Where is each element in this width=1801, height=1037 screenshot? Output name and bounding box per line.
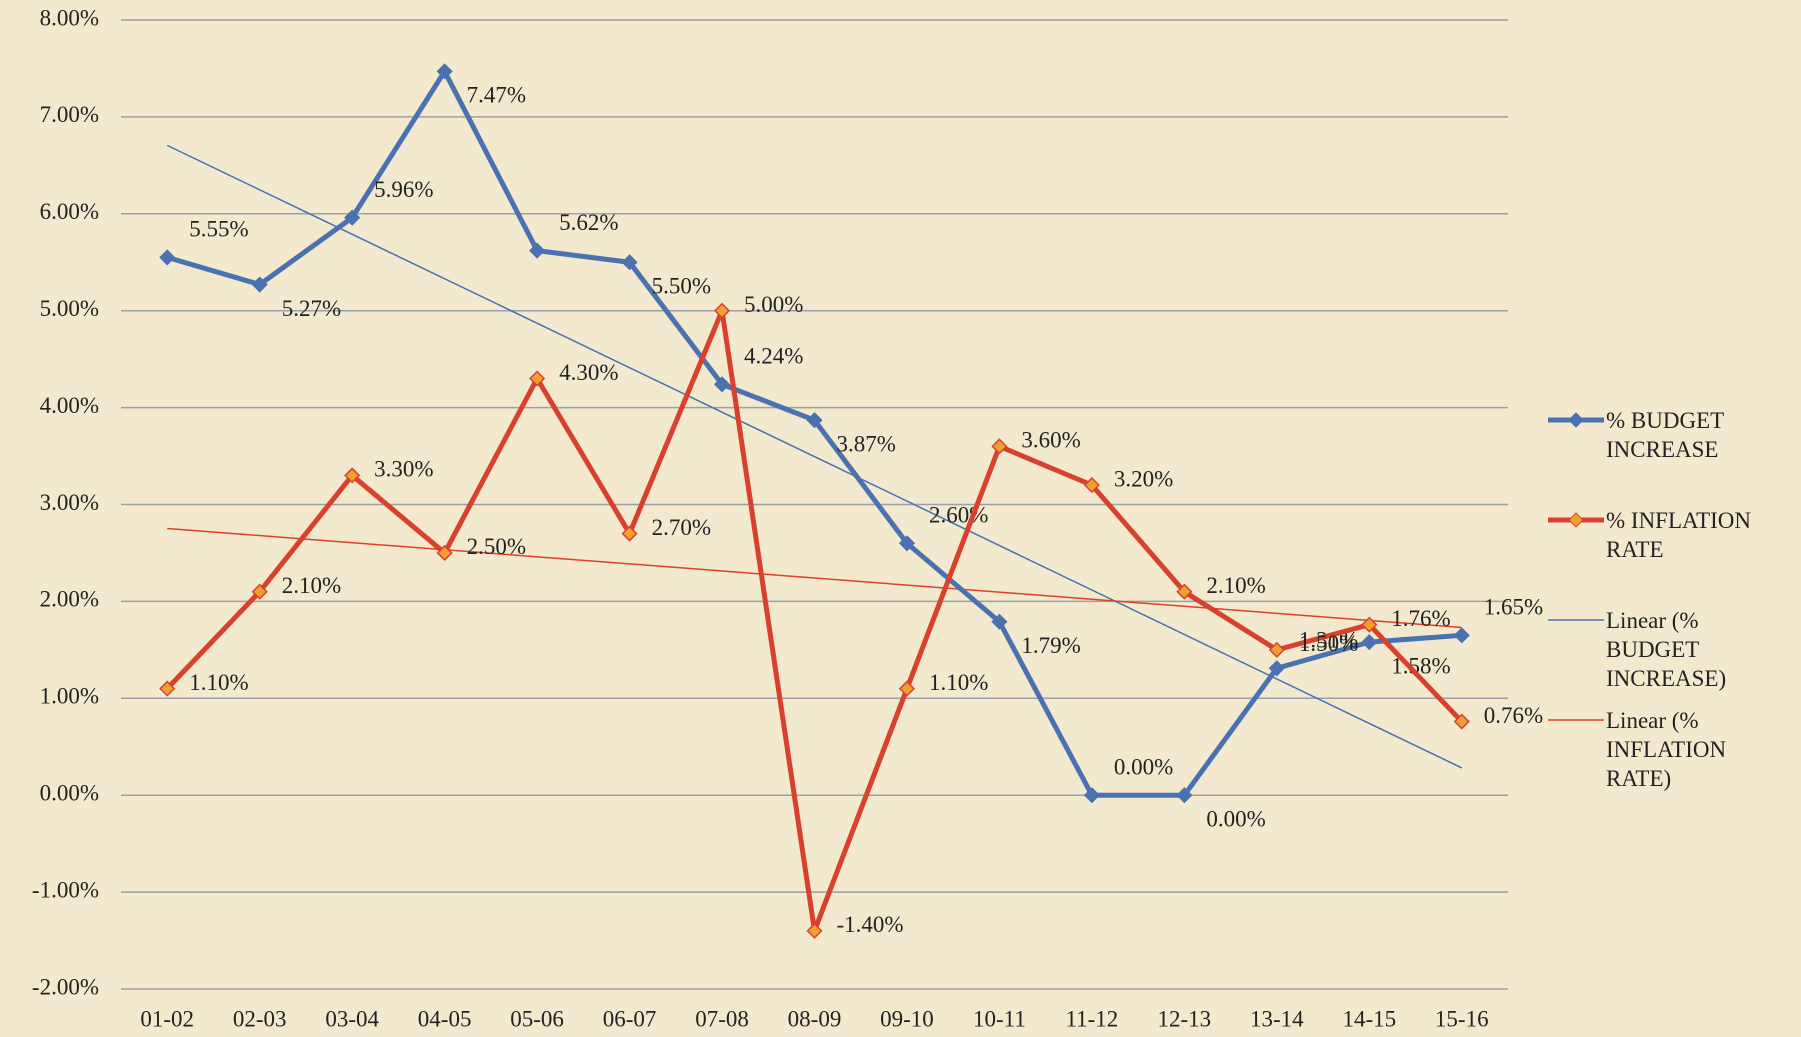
data-label: 1.79%: [1021, 633, 1080, 658]
data-label: 5.96%: [374, 177, 433, 202]
marker: [159, 249, 176, 266]
marker: [436, 63, 453, 80]
data-label: 4.24%: [744, 344, 803, 369]
legend-label: Linear (% INFLATION RATE): [1606, 708, 1727, 791]
marker: [713, 302, 731, 319]
x-tick-label: 11-12: [1065, 1006, 1118, 1031]
data-label: 3.30%: [374, 457, 433, 482]
data-label: 0.00%: [1206, 806, 1265, 831]
marker: [529, 370, 546, 387]
data-label: 1.50%: [1299, 631, 1358, 656]
series-line: [165, 308, 1464, 934]
legend-label: % INFLATION RATE: [1606, 508, 1752, 562]
data-label: 1.10%: [929, 670, 988, 695]
legend-label: Linear (% BUDGET INCREASE): [1606, 608, 1727, 691]
x-tick-label: 01-02: [140, 1006, 194, 1031]
marker: [1083, 787, 1100, 804]
y-tick-label: 0.00%: [40, 780, 99, 805]
marker: [621, 254, 638, 271]
data-label: -1.40%: [837, 912, 904, 937]
legend-marker: [1568, 512, 1584, 528]
data-label: 1.76%: [1391, 606, 1450, 631]
data-label: 0.00%: [1114, 754, 1173, 779]
data-label: 2.70%: [652, 515, 711, 540]
marker: [898, 535, 916, 552]
marker: [1361, 616, 1378, 633]
data-label: 5.62%: [559, 210, 618, 235]
data-label: 2.10%: [282, 573, 341, 598]
trend-line: [167, 527, 1462, 629]
marker: [1268, 641, 1285, 658]
data-label: 4.30%: [559, 360, 618, 385]
marker: [436, 544, 453, 562]
data-label: 3.20%: [1114, 466, 1173, 491]
data-label: 1.10%: [189, 670, 248, 695]
data-label: 2.10%: [1206, 573, 1265, 598]
legend-label: % BUDGET INCREASE: [1606, 408, 1724, 462]
x-tick-label: 07-08: [695, 1006, 749, 1031]
x-tick-label: 14-15: [1342, 1006, 1396, 1031]
marker: [991, 438, 1008, 455]
marker: [991, 613, 1008, 630]
marker: [1268, 660, 1285, 677]
legend-marker: [1568, 412, 1584, 428]
data-label: 5.55%: [189, 217, 248, 242]
marker: [806, 922, 823, 939]
x-tick-label: 12-13: [1158, 1006, 1212, 1031]
x-tick-label: 10-11: [973, 1006, 1026, 1031]
y-tick-label: -1.00%: [32, 877, 99, 902]
data-label: 2.60%: [929, 503, 988, 528]
marker: [1361, 634, 1378, 651]
marker: [251, 276, 268, 293]
y-tick-label: 1.00%: [40, 684, 99, 709]
marker: [1453, 713, 1470, 730]
marker: [806, 412, 823, 429]
y-tick-label: 2.00%: [40, 587, 99, 612]
marker: [529, 242, 546, 259]
marker: [1176, 787, 1193, 804]
x-tick-label: 02-03: [233, 1006, 287, 1031]
marker: [1083, 477, 1100, 494]
trend-line: [166, 144, 1463, 769]
data-label: 5.27%: [282, 296, 341, 321]
marker: [621, 525, 638, 542]
x-tick-label: 05-06: [510, 1006, 564, 1031]
series-line: [166, 68, 1462, 798]
y-tick-label: -2.00%: [32, 974, 99, 999]
y-tick-label: 6.00%: [40, 199, 99, 224]
x-tick-label: 08-09: [788, 1006, 842, 1031]
data-label: 3.87%: [837, 431, 896, 456]
marker: [898, 680, 916, 697]
marker: [1453, 627, 1470, 644]
marker: [251, 583, 268, 600]
y-tick-label: 4.00%: [40, 393, 99, 418]
data-label: 5.00%: [744, 292, 803, 317]
x-tick-label: 06-07: [603, 1006, 657, 1031]
x-tick-label: 03-04: [325, 1006, 379, 1031]
marker: [1176, 583, 1193, 600]
x-tick-label: 13-14: [1250, 1006, 1304, 1031]
y-tick-label: 3.00%: [40, 490, 99, 515]
data-label: 1.65%: [1484, 595, 1543, 620]
marker: [713, 376, 731, 393]
x-tick-label: 04-05: [418, 1006, 472, 1031]
data-label: 2.50%: [467, 534, 526, 559]
y-tick-label: 5.00%: [40, 296, 99, 321]
x-tick-label: 09-10: [880, 1006, 934, 1031]
data-label: 0.76%: [1484, 703, 1543, 728]
marker: [159, 680, 176, 697]
y-tick-label: 7.00%: [40, 102, 99, 127]
marker: [344, 467, 361, 484]
marker: [344, 209, 361, 226]
y-tick-label: 8.00%: [40, 5, 99, 30]
data-label: 5.50%: [652, 274, 711, 299]
data-label: 7.47%: [467, 83, 526, 108]
x-tick-label: 15-16: [1435, 1006, 1489, 1031]
data-label: 3.60%: [1021, 428, 1080, 453]
